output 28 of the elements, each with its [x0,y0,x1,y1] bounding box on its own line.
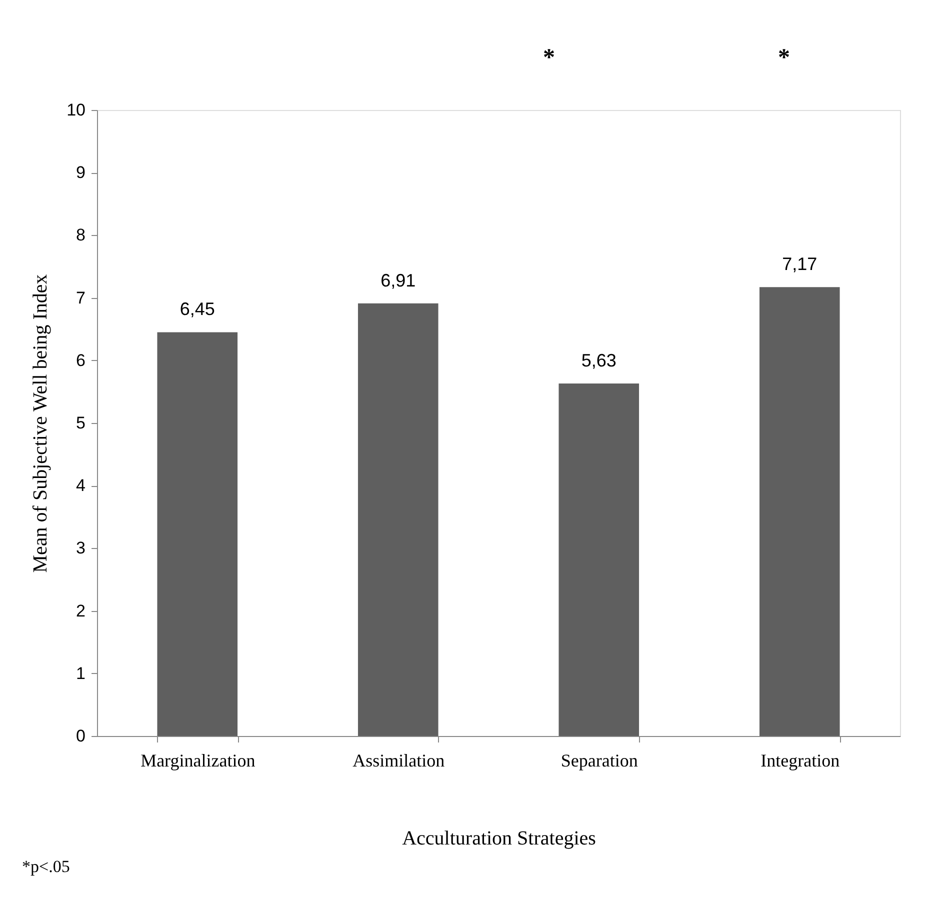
y-tick-label: 7 [76,288,86,308]
x-tick-label: Separation [560,750,638,770]
text: * [778,45,790,71]
y-tick-label: 1 [76,664,86,683]
bar [759,287,840,736]
x-tick-label: Assimilation [352,750,445,770]
y-tick-label: 6 [76,350,86,370]
y-tick-label: 10 [66,100,86,120]
y-tick-label: 4 [76,476,86,496]
data-label: 6,45 [180,299,215,320]
bar [358,303,438,736]
text: * [543,45,555,71]
bar [157,332,238,736]
x-tick-label: Marginalization [140,750,256,770]
y-tick-label: 2 [76,601,86,620]
y-tick-label: 3 [76,538,86,558]
data-label: 7,17 [782,254,818,274]
x-tick-label: Integration [760,750,840,770]
y-axis-title: Mean of Subjective Well being Index [30,274,52,573]
y-tick-label: 5 [76,414,86,432]
x-axis-title: Acculturation Strategies [402,828,596,850]
y-tick-label: 8 [76,226,86,245]
data-label: 5,63 [581,350,616,371]
text: *p<.05 [22,857,70,876]
data-label: 6,91 [380,270,416,290]
bar [558,384,640,736]
y-tick-label: 0 [76,726,86,746]
y-tick-label: 9 [76,163,86,182]
